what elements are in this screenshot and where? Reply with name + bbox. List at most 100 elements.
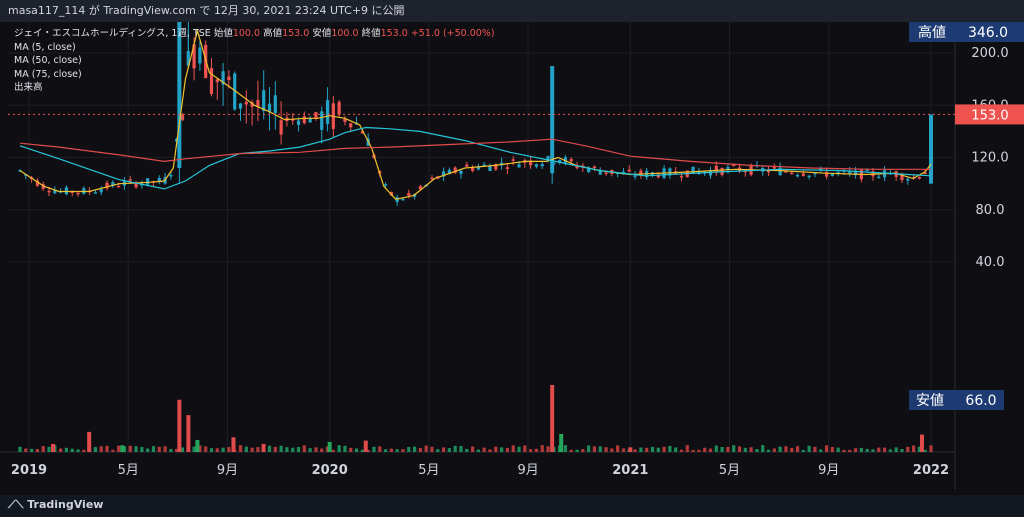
candle-body xyxy=(795,174,800,177)
candle-body xyxy=(296,120,301,125)
candle-body xyxy=(383,184,388,186)
volume-bar xyxy=(790,447,794,452)
candle-body xyxy=(505,167,510,169)
candle-body xyxy=(134,182,138,188)
volume-bar xyxy=(853,448,858,452)
candle-body xyxy=(262,90,266,111)
volume-bar xyxy=(882,447,887,452)
candle-body xyxy=(853,170,858,176)
volume-bar xyxy=(93,447,98,452)
volume-bar xyxy=(546,446,550,452)
candle-body xyxy=(279,120,283,135)
candle-body xyxy=(575,165,579,169)
volume-spike xyxy=(195,439,200,452)
volume-bar xyxy=(732,445,736,452)
volume-spike xyxy=(120,445,125,452)
volume-spike xyxy=(177,399,182,452)
volume-bar xyxy=(604,447,608,452)
volume-bar xyxy=(465,448,469,452)
volume-bar xyxy=(47,446,51,452)
candle-body xyxy=(221,71,225,85)
volume-bar xyxy=(650,446,655,452)
volume-bar xyxy=(610,448,614,452)
volume-spike xyxy=(51,443,56,452)
candle-body xyxy=(198,47,202,64)
volume-bar xyxy=(279,445,283,452)
volume-bar xyxy=(587,445,591,452)
candle-body xyxy=(836,172,840,174)
volume-bar xyxy=(592,446,597,452)
volume-bar xyxy=(929,445,933,452)
volume-bar xyxy=(674,447,678,452)
footer-brand: TradingView xyxy=(27,498,104,511)
price-chart[interactable]: 40.080.0120.0160.0200.0240.0280.0320.020… xyxy=(0,0,1024,495)
volume-bar xyxy=(395,449,399,452)
candle-body xyxy=(511,159,515,161)
volume-bar xyxy=(372,446,376,452)
ma50-line xyxy=(19,126,932,190)
volume-bar xyxy=(645,447,649,452)
volume-bar xyxy=(24,448,28,452)
candle-body xyxy=(337,101,341,115)
tradingview-logo[interactable]: ⟋⟍ TradingView xyxy=(8,498,103,512)
candle-body xyxy=(830,173,834,176)
candle-body xyxy=(877,176,881,179)
volume-bar xyxy=(128,445,132,452)
volume-bar xyxy=(668,445,672,452)
chart-legend: ジェイ・エスコムホールディングス, 1週, TSE 始値100.0 高値153.… xyxy=(14,27,495,95)
candle-body xyxy=(743,170,747,173)
legend-study-volume[interactable]: 出来高 xyxy=(14,82,43,93)
volume-bar xyxy=(494,446,498,452)
candle-body xyxy=(128,179,132,181)
volume-bar xyxy=(900,449,904,452)
candle-body xyxy=(233,73,237,110)
volume-bar xyxy=(534,448,539,452)
volume-bar xyxy=(877,447,881,452)
candle-body xyxy=(256,100,260,107)
candle-body xyxy=(470,167,475,171)
candle-body xyxy=(244,101,248,105)
volume-bar xyxy=(813,446,817,452)
low-badge-label: 安値 xyxy=(916,393,944,409)
volume-bar xyxy=(824,445,829,452)
volume-bar xyxy=(778,446,782,452)
volume-bar xyxy=(830,446,834,452)
volume-bar xyxy=(35,449,40,452)
chart-area[interactable]: 40.080.0120.0160.0200.0240.0280.0320.020… xyxy=(0,0,1024,495)
volume-spike xyxy=(550,385,555,452)
low-badge-value: 66.0 xyxy=(965,393,996,409)
ma5-line xyxy=(19,28,932,200)
legend-study-ma75[interactable]: MA (75, close) xyxy=(14,68,82,80)
x-tick-label: 5月 xyxy=(719,463,740,478)
tv-logo-icon: ⟋⟍ xyxy=(8,498,28,511)
volume-bar xyxy=(221,447,225,452)
x-tick-label: 5月 xyxy=(118,463,139,478)
last-price-value: 153.0 xyxy=(971,108,1008,123)
volume-bar xyxy=(320,448,324,452)
volume-spike xyxy=(363,440,368,452)
candle-body xyxy=(563,157,568,163)
volume-bar xyxy=(766,449,771,452)
legend-study-ma50[interactable]: MA (50, close) xyxy=(14,55,82,66)
volume-spike xyxy=(628,447,633,452)
candle-body xyxy=(325,100,330,124)
candle-body xyxy=(209,68,214,94)
volume-bar xyxy=(679,449,684,452)
candle-body xyxy=(865,169,869,172)
candle-body xyxy=(418,186,422,190)
volume-bar xyxy=(865,449,869,452)
volume-bar xyxy=(215,448,219,452)
volume-bar xyxy=(157,446,161,452)
x-tick-label: 2019 xyxy=(11,463,47,478)
volume-bar xyxy=(238,445,243,452)
candle-body xyxy=(900,173,904,181)
ma75-line xyxy=(19,138,931,170)
volume-bar xyxy=(204,446,208,452)
volume-bar xyxy=(117,445,121,452)
candle-body xyxy=(453,167,457,173)
volume-bar xyxy=(529,449,533,452)
candle-body xyxy=(314,112,318,119)
volume-bar xyxy=(639,447,643,452)
legend-study-ma5[interactable]: MA (5, close) xyxy=(14,41,76,53)
volume-bar xyxy=(511,445,515,452)
